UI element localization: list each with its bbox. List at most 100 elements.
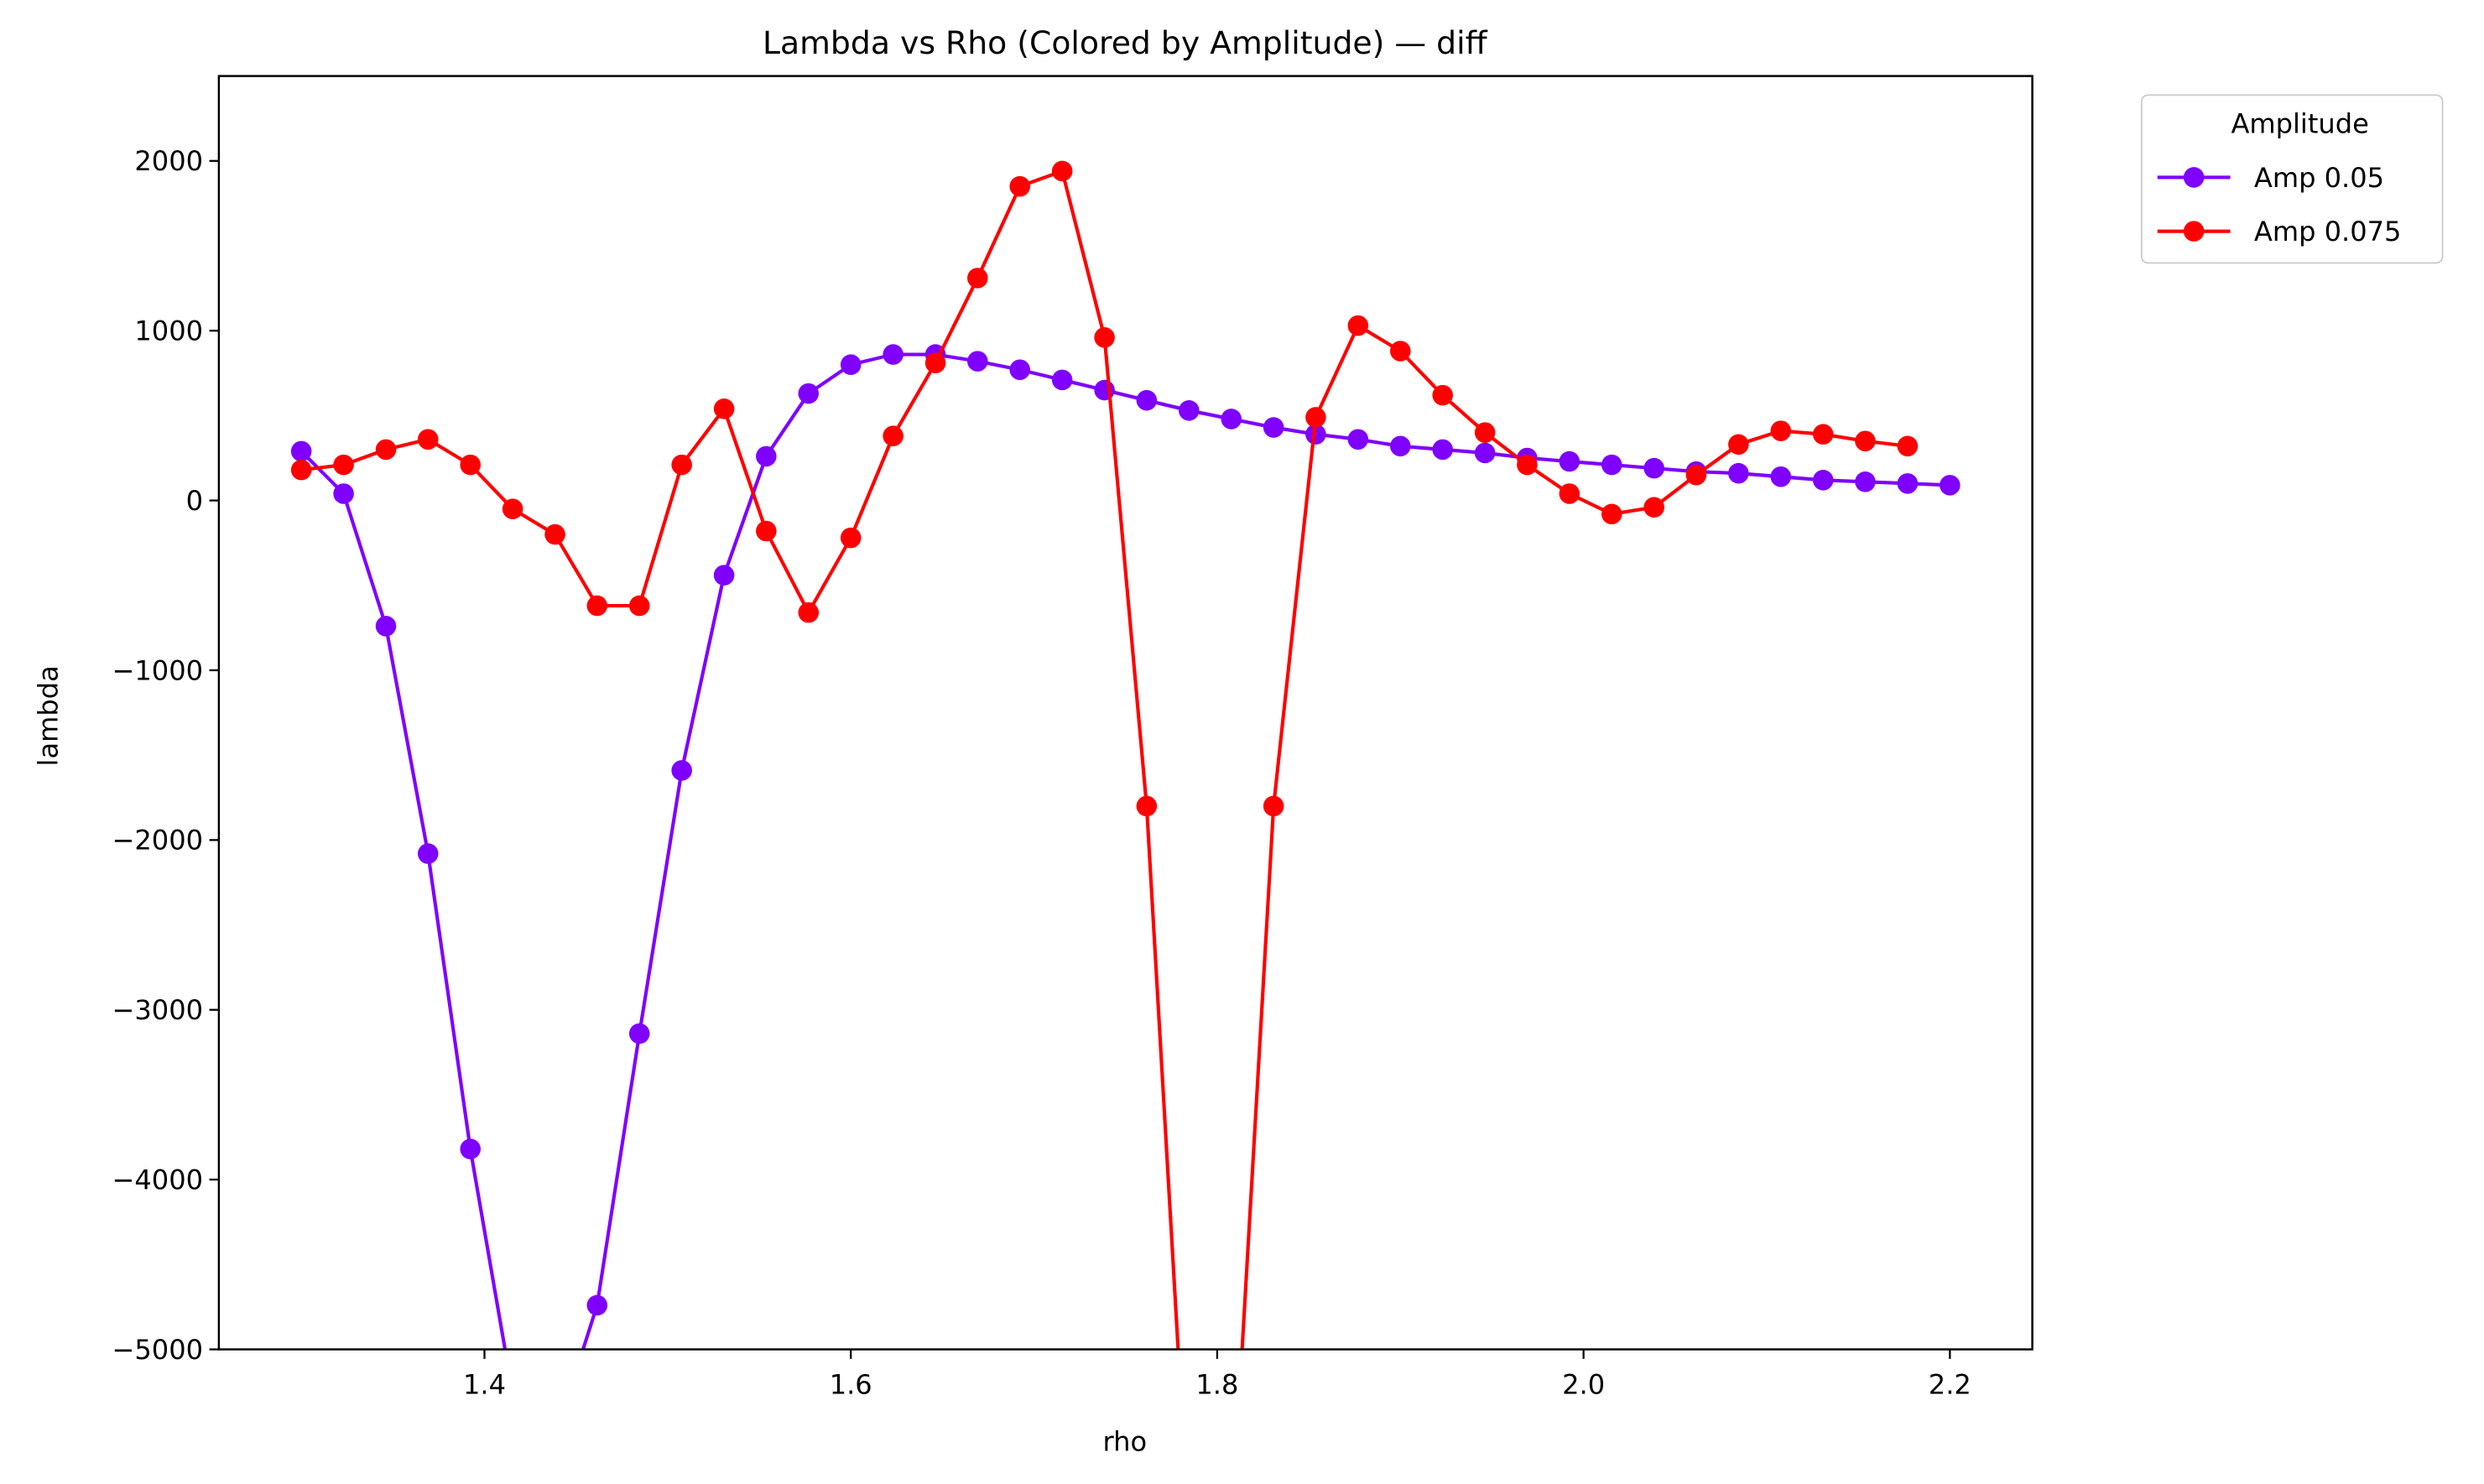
data-point — [1559, 483, 1580, 504]
data-point — [1389, 341, 1411, 362]
data-point — [1347, 429, 1369, 450]
data-point — [1643, 457, 1664, 479]
data-point — [713, 565, 735, 586]
data-point — [1517, 454, 1538, 476]
data-point — [1855, 471, 1876, 492]
data-point — [840, 527, 862, 549]
data-point — [1347, 315, 1369, 336]
data-point — [460, 454, 481, 476]
data-point — [713, 398, 735, 419]
x-tick-label: 2.2 — [1929, 1368, 1971, 1400]
data-point — [967, 351, 988, 372]
data-point — [1855, 430, 1876, 452]
legend-title: Amplitude — [2231, 108, 2368, 140]
legend-swatch-marker — [2183, 221, 2205, 242]
data-point — [460, 1138, 481, 1159]
data-point — [1389, 435, 1411, 457]
legend-label: Amp 0.05 — [2254, 162, 2384, 194]
data-point — [756, 520, 777, 542]
data-point — [1728, 434, 1749, 456]
data-point — [1559, 450, 1580, 472]
y-tick-label: 2000 — [134, 145, 203, 177]
x-tick-label: 1.4 — [463, 1368, 506, 1400]
data-point — [1305, 407, 1326, 428]
data-point — [1940, 475, 1961, 496]
data-point — [290, 459, 312, 481]
y-tick-label: 0 — [186, 485, 203, 517]
legend-swatch-marker — [2183, 167, 2205, 188]
data-point — [1221, 409, 1242, 430]
data-point — [1263, 795, 1284, 817]
data-point — [586, 595, 608, 617]
data-point — [671, 760, 692, 781]
data-point — [1305, 424, 1326, 445]
data-point — [1685, 464, 1707, 486]
legend: Amplitude Amp 0.05 Amp 0.075 — [2140, 94, 2444, 264]
y-tick-label: −3000 — [112, 994, 203, 1026]
data-point — [375, 439, 397, 461]
plot-area — [290, 160, 1961, 1448]
data-point — [628, 1023, 650, 1044]
data-point — [967, 268, 988, 289]
data-point — [1094, 379, 1115, 401]
data-point — [1051, 369, 1073, 391]
data-point — [1643, 497, 1664, 518]
x-tick-label: 1.6 — [830, 1368, 872, 1400]
data-point — [628, 595, 650, 617]
data-point — [1897, 473, 1919, 494]
series-line — [299, 352, 1950, 1350]
x-tick-label: 2.0 — [1562, 1368, 1605, 1400]
legend-label: Amp 0.075 — [2254, 216, 2402, 247]
data-point — [544, 1427, 565, 1448]
data-point — [1009, 359, 1031, 381]
data-point — [883, 344, 904, 365]
data-point — [1432, 384, 1453, 406]
data-point — [1179, 400, 1200, 421]
data-point — [1136, 389, 1158, 411]
data-point — [1009, 175, 1031, 197]
chart-title: Lambda vs Rho (Colored by Amplitude) — d… — [763, 24, 1488, 61]
data-point — [1770, 420, 1792, 441]
data-point — [840, 354, 862, 375]
data-point — [1812, 470, 1834, 491]
x-tick-label: 1.8 — [1195, 1368, 1238, 1400]
data-point — [1263, 417, 1284, 438]
data-point — [1136, 795, 1158, 817]
y-tick-label: −2000 — [112, 825, 203, 857]
data-point — [1474, 442, 1496, 464]
data-point — [883, 425, 904, 446]
data-point — [1812, 424, 1834, 445]
data-point — [333, 483, 354, 504]
x-axis-label: rho — [1102, 1425, 1147, 1457]
axes-frame — [217, 75, 2034, 1351]
data-point — [544, 523, 565, 545]
data-point — [417, 843, 439, 864]
data-point — [333, 454, 354, 476]
y-tick-label: −5000 — [112, 1334, 203, 1366]
data-point — [1051, 160, 1073, 182]
data-point — [924, 352, 946, 373]
data-point — [1728, 462, 1749, 484]
y-axis-label: lambda — [32, 665, 64, 766]
data-point — [1474, 422, 1496, 443]
data-point — [290, 440, 312, 462]
data-point — [1601, 454, 1622, 476]
data-point — [417, 429, 439, 450]
data-point — [798, 601, 820, 623]
data-point — [1770, 466, 1792, 487]
legend-box — [2140, 94, 2444, 264]
data-point — [756, 445, 777, 467]
data-point — [1897, 435, 1919, 457]
data-point — [375, 616, 397, 637]
data-point — [502, 498, 523, 519]
data-point — [671, 454, 692, 476]
y-tick-label: −4000 — [112, 1164, 203, 1195]
series-line — [300, 169, 1909, 1350]
y-tick-label: −1000 — [112, 654, 203, 686]
data-point — [1094, 327, 1115, 348]
data-point — [586, 1294, 608, 1316]
data-point — [1432, 439, 1453, 461]
data-point — [1601, 503, 1622, 525]
